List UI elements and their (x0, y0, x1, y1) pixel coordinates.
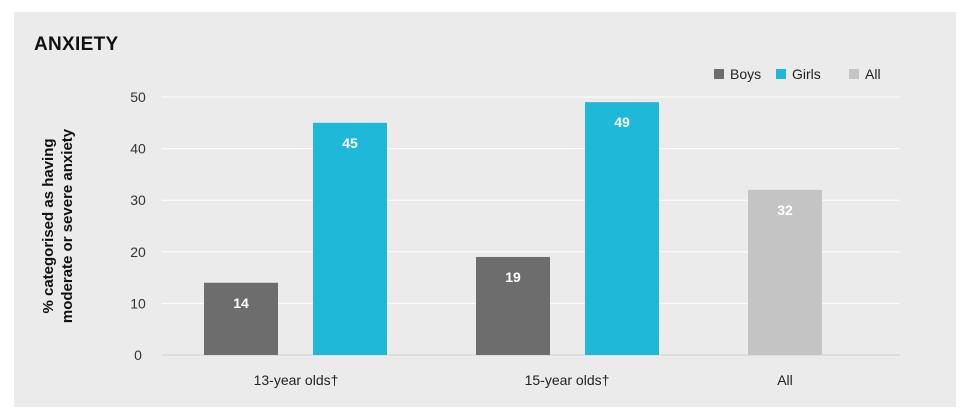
bar-boys (204, 282, 278, 355)
y-tick-label: 10 (130, 295, 146, 311)
x-category-label: 15-year olds† (525, 372, 610, 388)
bar-girls (313, 122, 387, 355)
bar-value-label: 32 (777, 202, 793, 218)
legend-swatch-all (849, 69, 859, 79)
bar-boys (476, 256, 550, 355)
bar-value-label: 14 (233, 295, 249, 311)
y-tick-label: 50 (130, 89, 146, 105)
label-layer: 14 19 45 49 32 13-year olds† 15-year olds† All (233, 114, 793, 388)
bar-layer (204, 102, 822, 355)
legend-label-all: All (865, 66, 881, 82)
y-tick-label: 0 (134, 347, 142, 363)
bar-all (748, 189, 822, 355)
legend-label-girls: Girls (792, 66, 821, 82)
chart-title: ANXIETY (34, 34, 119, 55)
bar-value-label: 45 (342, 135, 358, 151)
y-axis-title: % categorised as having moderate or sever… (40, 128, 76, 323)
x-category-label: All (777, 372, 793, 388)
y-tick-label: 30 (130, 192, 146, 208)
legend-label-boys: Boys (730, 66, 761, 82)
y-tick-label: 20 (130, 244, 146, 260)
bar-value-label: 19 (505, 269, 521, 285)
y-tick-label: 40 (130, 141, 146, 157)
legend-swatch-boys (714, 69, 724, 79)
y-axis-title-line: moderate or severe anxiety (59, 128, 76, 323)
x-category-label: 13-year olds† (254, 372, 339, 388)
y-axis-title-line: % categorised as having (40, 138, 57, 313)
bar-value-label: 49 (614, 114, 630, 130)
bar-girls (585, 102, 659, 355)
legend: Boys Girls All (714, 66, 881, 82)
legend-swatch-girls (776, 69, 786, 79)
